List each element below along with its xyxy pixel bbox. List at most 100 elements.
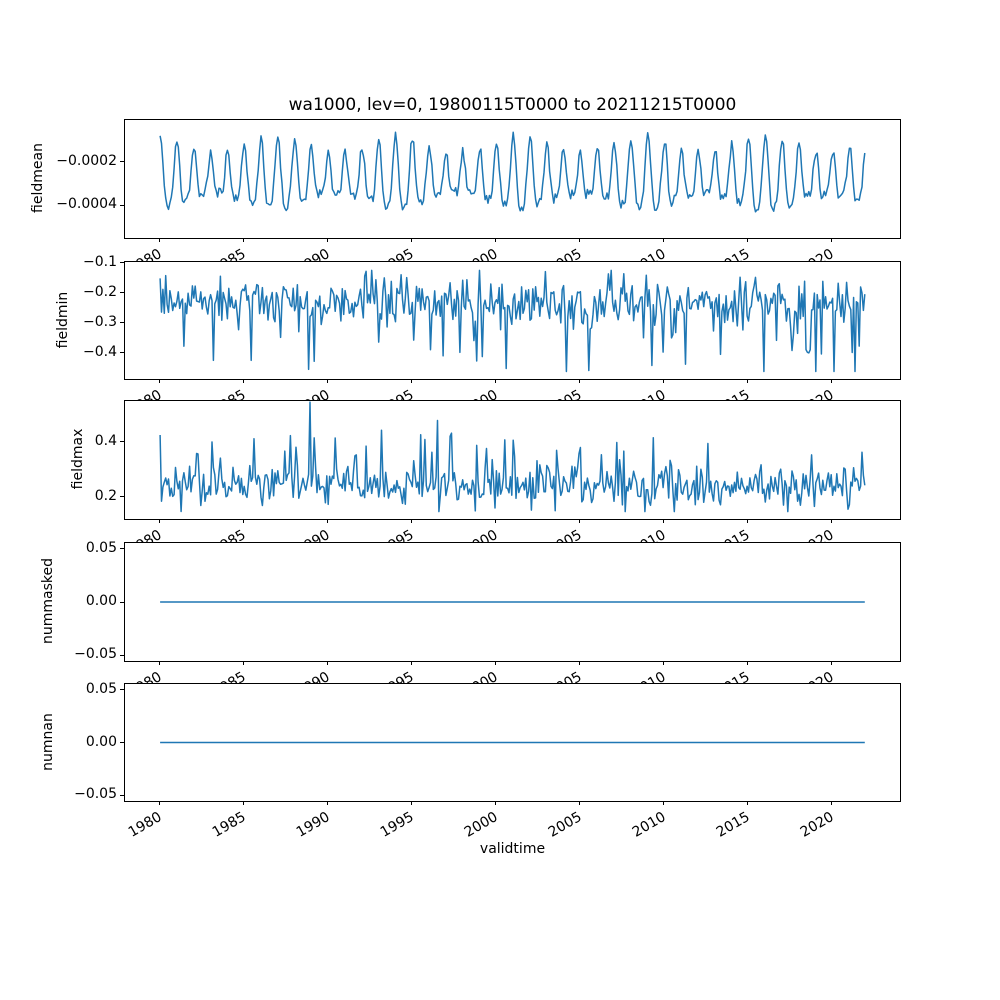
figure-title: wa1000, lev=0, 19800115T0000 to 20211215… [288,95,737,115]
x-tick-mark [243,238,245,242]
x-tick-label: 2015 [713,527,753,543]
x-tick-mark [579,661,581,665]
x-tick-label: 1995 [378,387,417,401]
x-tick-label: 2000 [462,669,501,684]
x-tick-mark [327,379,329,383]
y-tick-mark [120,689,124,691]
x-tick-mark [831,379,833,383]
x-tick-mark [579,238,581,242]
plot-area-fieldmin [124,261,901,380]
x-tick-label: 1995 [377,527,417,543]
x-tick-mark [663,519,665,523]
x-tick-label: 2010 [630,387,669,401]
x-tick-label: 2005 [546,387,585,401]
x-tick-mark [243,519,245,523]
y-tick-mark [120,496,124,498]
line-series-fieldmax [159,401,866,513]
data-line-fieldmean [159,131,866,213]
y-tick-mark [120,161,124,163]
x-tick-label: 2000 [461,809,501,841]
x-tick-label: 2005 [545,527,585,543]
x-tick-mark [495,801,497,805]
x-tick-mark [747,661,749,665]
y-axis-label-fieldmax: fieldmax [70,428,86,490]
x-tick-mark [158,379,160,383]
x-tick-label: 1980 [126,387,165,401]
x-tick-label: 2010 [629,527,669,543]
x-tick-mark [158,801,160,805]
x-tick-label: 2020 [798,809,837,841]
y-tick-mark [120,441,124,443]
x-tick-mark [747,379,749,383]
x-tick-label: 2020 [798,246,837,262]
x-tick-mark [579,379,581,383]
y-tick-label: 0.4 [94,432,117,449]
x-tick-label: 1990 [294,669,333,684]
x-tick-mark [327,661,329,665]
x-tick-label: 2020 [798,527,837,543]
y-tick-mark [120,601,124,603]
x-tick-mark [495,379,497,383]
line-series-nummasked [160,601,865,603]
x-tick-mark [158,519,160,523]
x-tick-label: 2005 [545,246,585,262]
line-series-fieldmin [159,269,866,373]
x-tick-mark [579,519,581,523]
y-tick-mark [120,204,124,206]
x-tick-mark [663,238,665,242]
x-tick-strip-nummasked: 1980 1985 1990 1995 2000 2005 2010 2015 2020 [125,661,900,684]
x-tick-label: 1985 [209,527,249,543]
x-tick-label: 2015 [713,246,753,262]
x-tick-mark [243,801,245,805]
y-tick-mark [120,742,124,743]
x-tick-strip-numnan: 1980 1985 1990 1995 2000 2005 2010 2015 2020 [125,801,900,846]
x-tick-strip-fieldmax: 1980 1985 1990 1995 2000 2005 2010 2015 2020 [125,519,900,543]
x-tick-label: 1985 [210,669,249,684]
x-axis-label: validtime [479,841,546,857]
line-series-fieldmean [159,131,866,213]
y-tick-mark [120,352,124,354]
x-tick-mark [495,238,497,242]
data-line-fieldmin [159,269,866,373]
x-tick-label: 2010 [630,669,669,684]
x-tick-label: 1980 [125,527,165,543]
y-tick-label: −0.1 [83,253,117,270]
x-tick-mark [579,801,581,805]
x-tick-label: 1990 [293,246,333,262]
x-tick-mark [831,238,833,242]
x-tick-label: 1995 [377,809,417,841]
y-tick-label: 0.05 [85,539,117,556]
x-tick-label: 1980 [125,809,165,841]
y-tick-mark [120,654,124,656]
x-tick-label: 2005 [546,669,585,684]
plot-area-nummasked [124,542,901,662]
data-line-fieldmax [159,401,866,513]
x-tick-mark [243,661,245,665]
x-tick-mark [411,238,413,242]
x-tick-mark [411,379,413,383]
y-axis-label-fieldmean: fieldmean [30,143,46,213]
x-tick-mark [495,519,497,523]
y-tick-label: −0.2 [83,283,117,300]
y-tick-label: 0.05 [85,680,117,697]
x-tick-label: 2020 [798,669,837,684]
x-tick-label: 1990 [293,527,333,543]
y-tick-mark [120,548,124,550]
x-tick-mark [327,801,329,805]
x-tick-label: 1995 [378,669,417,684]
y-tick-label: −0.05 [74,646,117,663]
y-tick-mark [120,794,124,796]
y-tick-mark [120,292,124,294]
x-tick-label: 1985 [209,246,249,262]
line-series-numnan [160,741,865,744]
plot-area-numnan [124,683,901,802]
x-tick-mark [411,519,413,523]
x-tick-mark [747,801,749,805]
x-tick-mark [747,238,749,242]
x-tick-label: 1995 [377,246,417,262]
y-tick-mark [120,322,124,324]
y-tick-mark [120,262,124,264]
x-tick-label: 2000 [462,387,501,401]
x-tick-label: 2020 [798,387,837,401]
